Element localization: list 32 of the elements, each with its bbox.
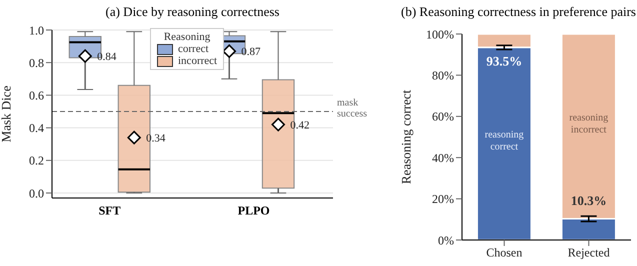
y-tick-label: 0.6	[29, 88, 44, 102]
y-tick-label: 40%	[432, 150, 454, 165]
series-label: reasoning correct	[484, 130, 524, 153]
y-tick-label: 0.2	[29, 154, 44, 168]
y-tick-label: 100%	[426, 27, 454, 42]
y-tick-label: 0.4	[29, 121, 44, 136]
annotation: 0.34	[146, 132, 166, 145]
legend-label: correct	[178, 43, 209, 55]
x-tick-label: Rejected	[568, 246, 610, 260]
y-tick-label: 0%	[438, 233, 454, 248]
y-tick-label: 1.0	[29, 23, 44, 38]
ref-line-label: mask success	[337, 98, 368, 120]
x-tick-label: SFT	[98, 204, 121, 218]
y-tick-label: 0.8	[29, 56, 44, 70]
y-tick-label: 80%	[432, 68, 454, 82]
annotation: 0.87	[241, 46, 261, 58]
legend-title: Reasoning	[162, 31, 212, 43]
y-axis-title: Mask Dice	[0, 85, 14, 142]
series-label: reasoning incorrect	[569, 112, 608, 136]
y-tick-label: 0.0	[29, 186, 44, 200]
x-tick-label: Chosen	[486, 246, 522, 260]
annotation: 0.84	[97, 51, 117, 64]
data-label: 10.3%	[570, 192, 607, 208]
chart-title: (a) Dice by reasoning correctness	[104, 4, 280, 20]
chart-title: (b) Reasoning correctness in preference pairs	[400, 4, 637, 20]
y-axis-title: Reasoning correct	[398, 90, 414, 184]
data-label: 93.5%	[486, 53, 522, 68]
annotation: 0.42	[290, 120, 310, 132]
x-tick-label: PLPO	[238, 204, 270, 218]
y-tick-label: 20%	[432, 192, 454, 206]
y-tick-label: 60%	[432, 110, 454, 124]
legend-label: incorrect	[178, 55, 218, 67]
